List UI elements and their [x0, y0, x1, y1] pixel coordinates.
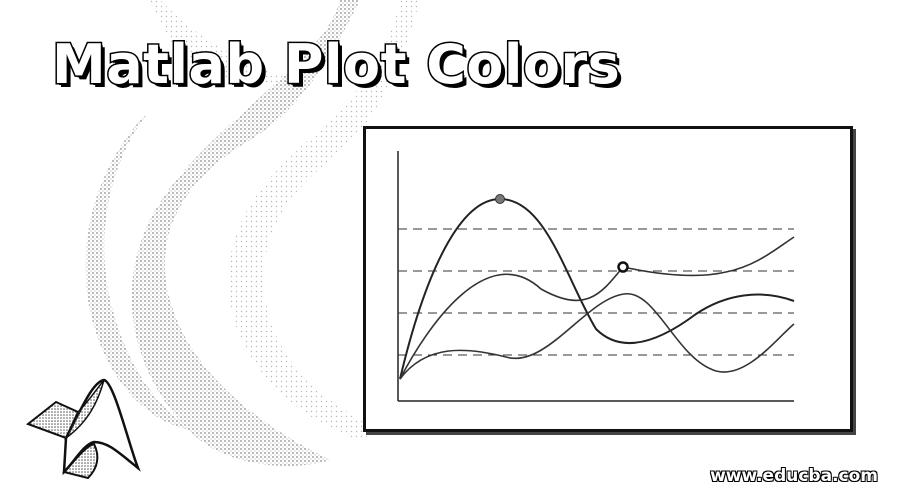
matlab-membrane-logo-icon — [25, 378, 141, 480]
watermark-url: www.educba.com — [710, 466, 879, 487]
series-1-marker — [495, 194, 505, 204]
logo-shadow-fold — [64, 379, 105, 441]
series-2-marker — [617, 261, 629, 273]
swirl-band-top — [150, 0, 300, 86]
line-chart — [397, 151, 795, 402]
series-3-line — [399, 293, 795, 380]
swirl-band-left — [85, 110, 190, 430]
series-2-line — [399, 236, 795, 380]
swirl-band-dark — [131, 0, 360, 466]
logo-base — [62, 442, 99, 480]
chart-frame — [363, 126, 853, 432]
banner-title: Matlab Plot Colors — [50, 32, 621, 98]
swirl-band-light — [228, 0, 420, 440]
series-1-line — [399, 197, 795, 380]
logo-peak — [62, 378, 141, 476]
